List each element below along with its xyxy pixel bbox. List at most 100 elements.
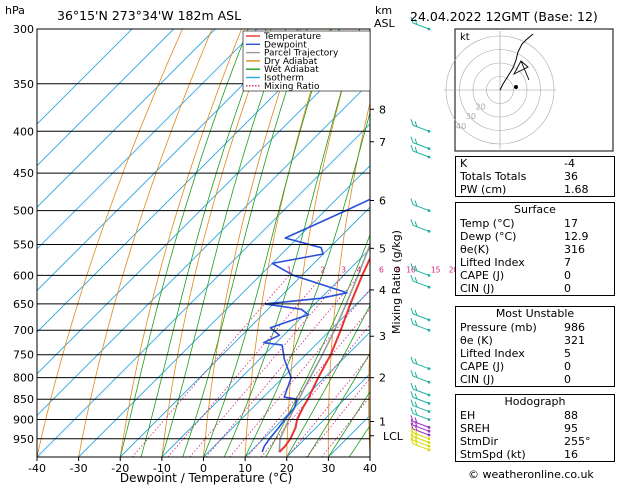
isotherm-line	[37, 40, 370, 375]
wind-barb-staff	[412, 142, 430, 150]
surface-value: 7	[564, 256, 571, 269]
legend-label: Parcel Trajectory	[264, 49, 339, 59]
mixing-ratio-line	[167, 275, 324, 457]
wind-barb-flag	[414, 358, 418, 365]
pressure-tick-label: 850	[13, 393, 34, 406]
wind-barb-dot	[427, 274, 431, 277]
legend-box	[242, 30, 371, 92]
wind-barb-flag	[410, 419, 414, 426]
surface-value: 316	[564, 243, 585, 256]
height-tick-label: 6	[379, 194, 386, 207]
temperature-tick-label: 20	[280, 462, 294, 475]
isotherm-line	[37, 29, 341, 333]
wind-barb-flag	[414, 428, 418, 435]
hpa-label: hPa	[5, 4, 25, 17]
wind-barb-flag	[410, 399, 414, 406]
table-row: StmSpd (kt) 16	[456, 448, 614, 461]
wind-barb-dot	[427, 155, 431, 159]
wind-barb-staff	[412, 413, 430, 421]
temperature-tick-label: -40	[28, 462, 46, 475]
surface-name: CAPE (J)	[460, 269, 505, 282]
table-row: Lifted Index 5	[456, 347, 614, 360]
pressure-tick-label: 300	[13, 23, 34, 36]
table-row: EH 88	[456, 409, 614, 422]
table-row: θe (K) 321	[456, 334, 614, 347]
wind-barb-flag	[410, 274, 414, 282]
wind-barb-flag	[410, 307, 414, 315]
surface-table: Surface Temp (°C) 17 Dewp (°C) 12.9 θe(K) 3…	[455, 202, 615, 296]
wind-barb-flag	[414, 18, 418, 25]
index-value: 1.68	[564, 183, 589, 196]
wind-barb-flag	[410, 422, 414, 430]
height-tick-label: 1	[379, 416, 386, 429]
mu-name: θe (K)	[460, 334, 493, 347]
mixing-ratio-labels: 12346810152025	[287, 265, 473, 274]
wind-barb-dot	[427, 393, 431, 397]
wind-barb-staff	[412, 280, 430, 288]
table-row: PW (cm) 1.68	[456, 183, 614, 196]
wind-barb-staff	[412, 443, 430, 451]
mixing-ratio-line	[229, 288, 370, 457]
wind-barb-staff	[412, 313, 430, 321]
wind-barb-flag	[410, 144, 414, 152]
mu-value: 321	[564, 334, 585, 347]
surface-value: 0	[564, 269, 571, 282]
wind-barb-staff	[412, 268, 430, 276]
table-row: Totals Totals 36	[456, 170, 614, 183]
pressure-tick-label: 550	[13, 238, 34, 251]
wind-barb-icon	[410, 119, 431, 133]
wind-barb-flag	[414, 439, 418, 446]
wind-barb-dot	[427, 441, 431, 444]
wind-barb-flag	[414, 393, 418, 400]
height-tick-label: 3	[379, 330, 386, 343]
height-tick-label: 2	[379, 372, 386, 385]
wind-barb-flag	[410, 119, 414, 126]
pressure-tick-label: 450	[13, 167, 34, 180]
isotherm-line	[78, 164, 370, 457]
x-axis-title: Dewpoint / Temperature (°C)	[120, 471, 292, 485]
wind-barb-dot	[427, 437, 431, 441]
wind-barb-icon	[410, 307, 431, 322]
wind-barb-icon	[410, 198, 431, 212]
height-tick-label: 8	[379, 103, 386, 116]
temperature-tick-label: 10	[238, 462, 252, 475]
location-label: 36°15'N 273°34'W 182m ASL	[57, 8, 241, 23]
wind-barb-flag	[410, 434, 414, 441]
hodo-value: 88	[564, 409, 578, 422]
wind-barb-flag	[414, 401, 418, 408]
mu-name: Pressure (mb)	[460, 321, 537, 334]
isotherm-line	[119, 206, 370, 457]
wind-barb-flag	[410, 318, 414, 325]
table-row: CAPE (J) 0	[456, 269, 614, 282]
hodograph-table: Hodograph EH 88 SREH 95 StmDir 255° StmSpd …	[455, 394, 615, 462]
isotherm-line	[161, 248, 370, 457]
wind-barb-icon	[410, 144, 431, 159]
temperature-tick-label: -10	[153, 462, 171, 475]
wind-barb-flag	[410, 426, 414, 433]
wind-barb-icon	[410, 263, 431, 277]
wind-barb-flag	[410, 219, 414, 226]
wind-barb-flag	[410, 430, 414, 437]
wind-barb-dot	[427, 448, 431, 452]
height-tick-label: 5	[379, 242, 386, 255]
mu-name: CAPE (J)	[460, 360, 505, 373]
mixing-ratio-label: 8	[396, 265, 401, 274]
dry-adiabat-line	[620, 29, 629, 457]
legend-label: Isotherm	[264, 74, 304, 84]
wet-adiabat-line	[182, 29, 308, 457]
temperature-tick-label: 30	[321, 462, 335, 475]
mu-name: Lifted Index	[460, 347, 525, 360]
wind-barb-icon	[410, 382, 431, 397]
isotherm-line	[286, 373, 370, 457]
table-row: K -4	[456, 157, 614, 170]
pressure-tick-label: 500	[13, 205, 34, 218]
wind-barb-icon	[410, 136, 431, 151]
hodo-name: StmDir	[460, 435, 499, 448]
wind-barb-dot	[427, 410, 431, 413]
mixing-ratio-label: 1	[287, 265, 292, 274]
surface-name: Dewp (°C)	[460, 230, 517, 243]
dry-adiabat-line	[368, 331, 370, 457]
wind-barb-flag	[410, 356, 414, 363]
hodograph-title: Hodograph	[504, 395, 566, 408]
temperature-tick-label: 40	[363, 462, 377, 475]
